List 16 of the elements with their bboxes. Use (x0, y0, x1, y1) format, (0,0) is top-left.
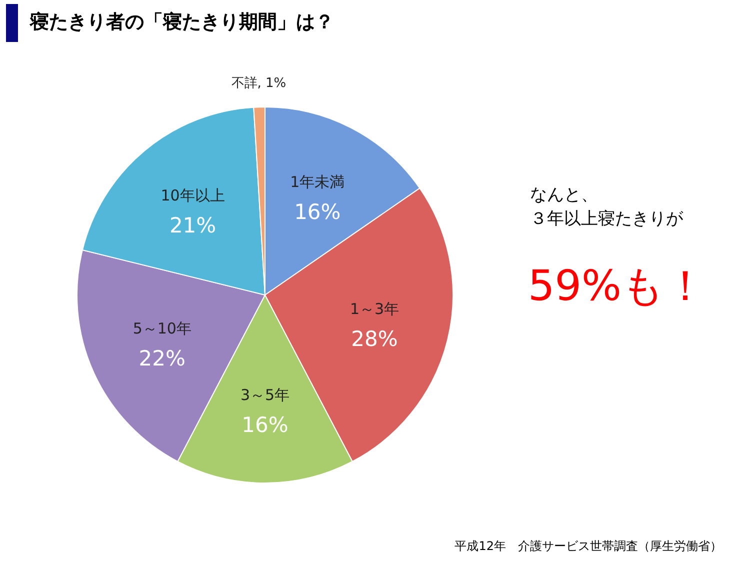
slice-label: 不詳, 1% (231, 76, 286, 92)
slice-label: 10年以上 (160, 186, 225, 204)
text: 59%も！ (528, 261, 706, 310)
text: 平成12年 介護サービス世帯調査（厚生労働省） (454, 539, 722, 553)
data-label: 21% (169, 213, 216, 238)
chart-title: 寝たきり者の「寝たきり期間」は？ (29, 11, 334, 33)
text: ３年以上寝たきりが (530, 209, 684, 229)
slice-label: 3～5年 (240, 386, 290, 404)
data-label: 28% (351, 326, 398, 351)
data-label: 16% (242, 412, 288, 437)
data-label: 16% (294, 200, 341, 224)
slice-label: 1～3年 (350, 300, 400, 318)
data-label: 22% (138, 346, 186, 370)
slice-label: 1年未満 (290, 173, 345, 192)
text: なんと、 (530, 185, 598, 205)
slice-label: 5～10年 (132, 319, 192, 338)
